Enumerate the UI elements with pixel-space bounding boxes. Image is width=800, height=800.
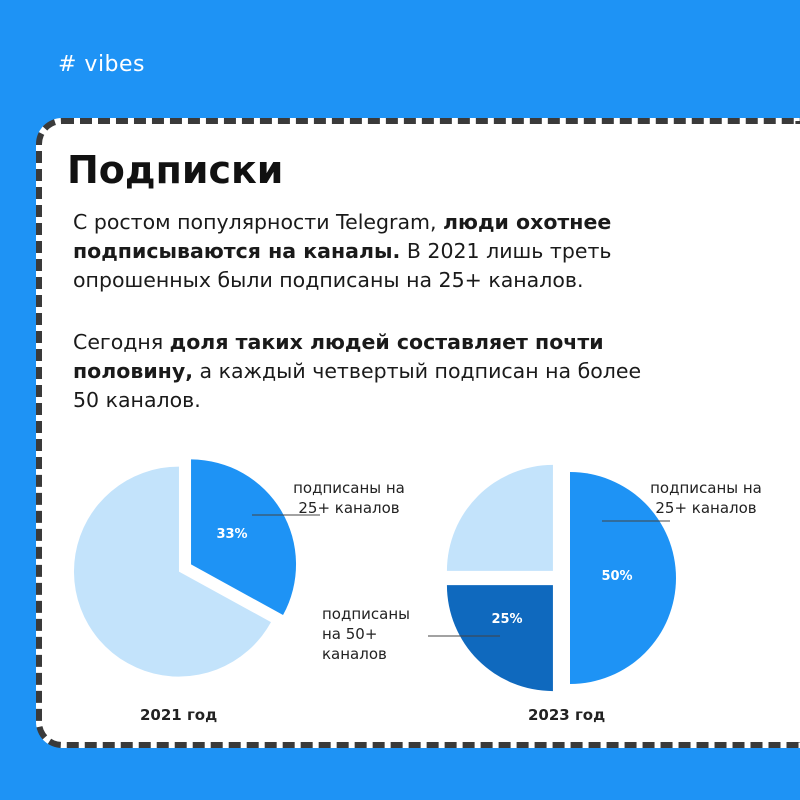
intro-text-1: С ростом популярности Telegram, bbox=[73, 210, 444, 234]
page-title: Подписки bbox=[67, 148, 284, 192]
legend-2021-25plus: подписаны на 25+ каналов bbox=[293, 479, 405, 517]
pie-2021-slice-25plus-label: 33% bbox=[216, 527, 247, 542]
pie-2023-slice-25plus-label: 50% bbox=[601, 569, 632, 584]
legend-2023-25plus: подписаны на 25+ каналов bbox=[650, 479, 762, 517]
pie-2023-slice-50plus-label: 25% bbox=[491, 612, 522, 627]
pie-2023-slice-50plus bbox=[446, 585, 553, 692]
today-paragraph: Сегодня доля таких людей составляет почт… bbox=[73, 328, 673, 415]
brand-hashtag: # vibes bbox=[58, 52, 146, 77]
today-bold: доля таких людей составляет почти полови… bbox=[73, 330, 604, 383]
legend-2023-50plus: подписаны на 50+ каналов bbox=[322, 605, 411, 663]
intro-bold: люди охотнее подписываются на каналы. bbox=[73, 210, 612, 263]
pie-2021-slice-25plus bbox=[191, 459, 297, 616]
today-text-2: а каждый четвертый подписан на более 50 … bbox=[73, 359, 642, 412]
pie-2021-slice-rest bbox=[73, 466, 271, 677]
pie-2023-slice-25plus bbox=[570, 472, 676, 684]
intro-text-2: В 2021 лишь треть опрошенных были подпис… bbox=[73, 239, 612, 292]
chart-2023-title: 2023 год bbox=[528, 706, 606, 724]
pie-2023-slice-rest bbox=[446, 464, 553, 571]
today-text-1: Сегодня bbox=[73, 330, 170, 354]
intro-paragraph: С ростом популярности Telegram, люди охо… bbox=[73, 208, 713, 295]
chart-2021-title: 2021 год bbox=[140, 706, 218, 724]
